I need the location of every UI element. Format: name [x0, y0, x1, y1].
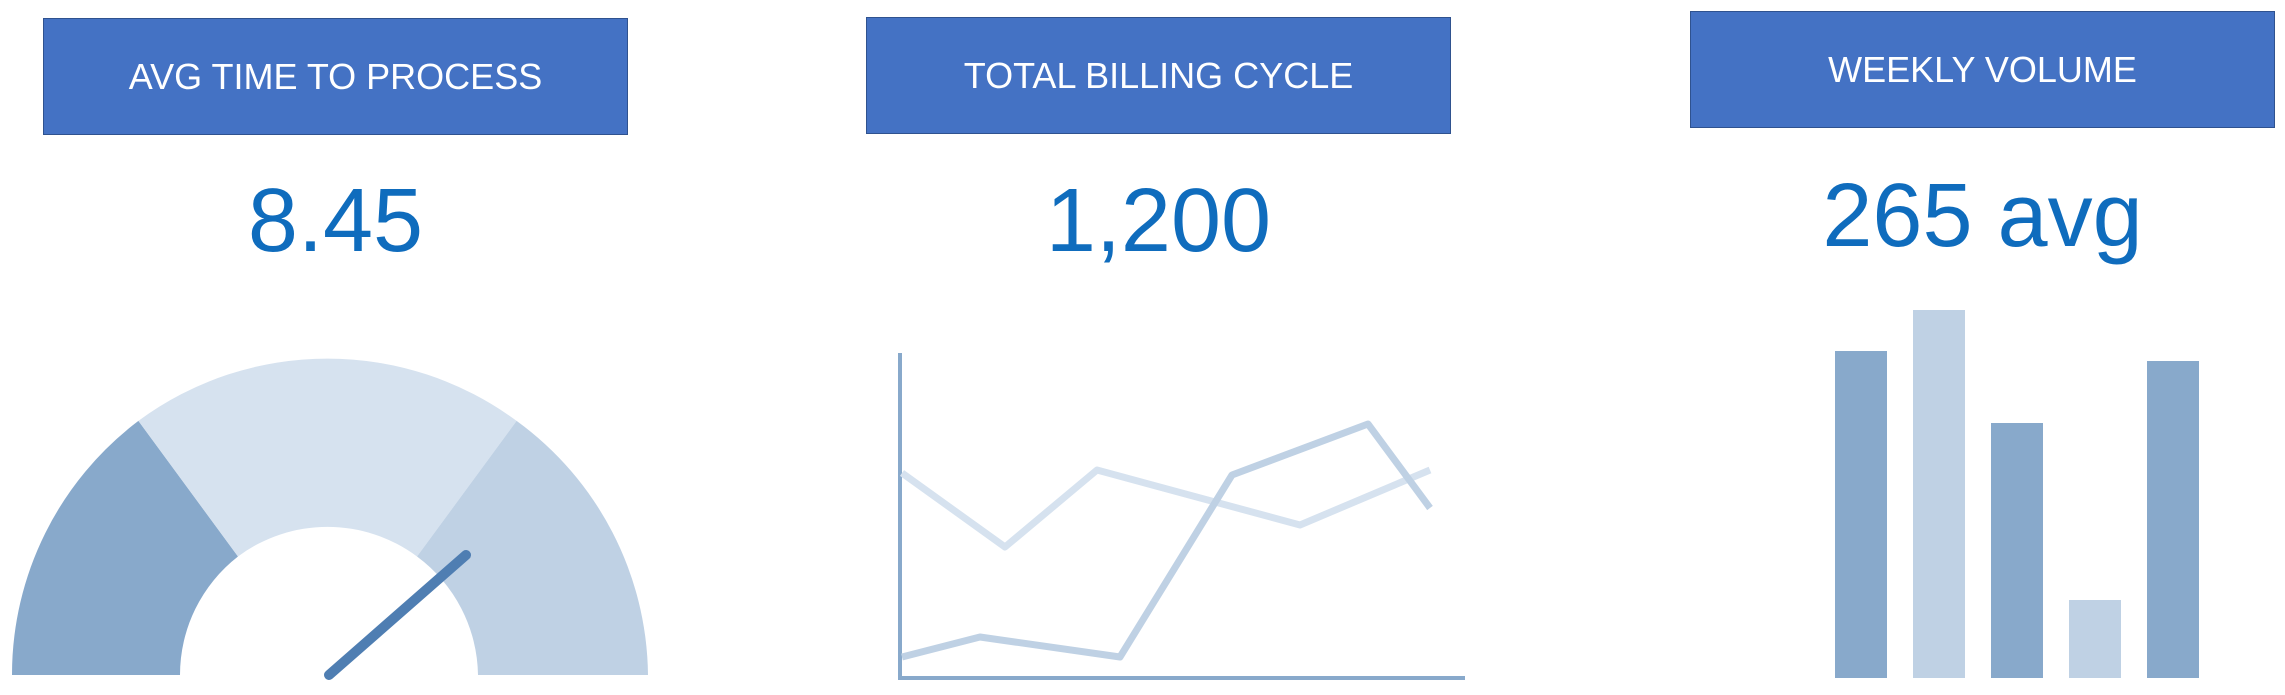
gauge-icon	[11, 358, 648, 680]
gauge-segment-high	[417, 420, 648, 675]
bar-4	[2069, 600, 2121, 678]
bar-5	[2147, 361, 2199, 678]
bar-chart-icon	[1835, 310, 2199, 678]
kpi-header-billing-cycle: TOTAL BILLING CYCLE	[866, 17, 1451, 134]
trend-line-mid	[901, 420, 1433, 661]
kpi-value-weekly-volume: 265 avg	[1822, 166, 2143, 266]
trend-line-light	[899, 466, 1432, 551]
kpi-value-avg-time: 8.45	[247, 171, 424, 271]
gauge-segment-mid	[138, 358, 517, 557]
kpi-title: AVG TIME TO PROCESS	[128, 55, 543, 97]
gauge-segment-low	[11, 420, 238, 675]
bar-3	[1991, 423, 2043, 678]
kpi-value-billing-cycle: 1,200	[1045, 171, 1272, 271]
kpi-title: WEEKLY VOLUME	[1828, 48, 2137, 90]
bar-1	[1835, 351, 1887, 678]
kpi-header-weekly-volume: WEEKLY VOLUME	[1690, 11, 2275, 128]
kpi-title: TOTAL BILLING CYCLE	[963, 54, 1354, 96]
bar-2	[1913, 310, 1965, 678]
line-chart-icon	[898, 353, 1465, 680]
kpi-header-avg-time: AVG TIME TO PROCESS	[43, 18, 628, 135]
gauge-needle	[324, 550, 471, 680]
